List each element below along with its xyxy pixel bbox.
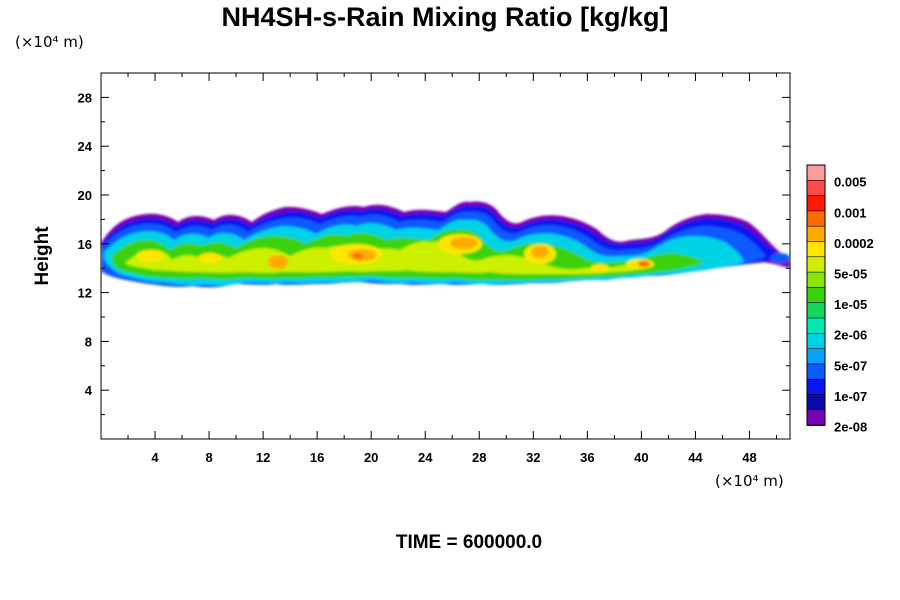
y-tick-label: 16 <box>78 237 92 252</box>
x-tick-label: 16 <box>310 450 324 465</box>
y-tick-label: 28 <box>78 90 92 105</box>
colorbar-label: 2e-08 <box>834 419 867 434</box>
x-tick-label: 40 <box>634 450 648 465</box>
colorbar-swatch <box>806 332 826 350</box>
time-label: TIME = 600000.0 <box>395 532 543 553</box>
colorbar-swatch <box>806 394 826 411</box>
x-tick-label: 24 <box>418 450 433 465</box>
colorbar-swatch <box>806 302 826 319</box>
core-f <box>353 253 363 259</box>
contour-5e-05 <box>126 241 652 274</box>
core-c <box>268 255 288 269</box>
colorbar-label: 0.005 <box>834 175 867 190</box>
colorbar-label: 5e-07 <box>834 358 867 373</box>
x-tick-label: 44 <box>688 450 703 465</box>
y-tick-label: 8 <box>85 334 92 349</box>
colorbar-swatch <box>806 256 826 273</box>
colorbar-swatch <box>806 210 826 227</box>
colorbar-label: 1e-05 <box>834 297 867 312</box>
core-h <box>450 237 478 249</box>
colorbar-swatch <box>806 409 826 426</box>
colorbar-swatch <box>806 180 826 197</box>
colorbar-swatch <box>806 241 826 258</box>
colorbar-label: 1e-07 <box>834 389 867 404</box>
x-tick-label: 20 <box>364 450 378 465</box>
x-tick-label: 4 <box>151 450 159 465</box>
y-tick-label: 4 <box>85 383 93 398</box>
colorbar-swatch <box>806 271 826 289</box>
colorbar-swatch <box>806 225 826 243</box>
colorbar-label: 0.001 <box>834 205 867 220</box>
x-tick-label: 36 <box>580 450 594 465</box>
edge-blob <box>770 253 790 263</box>
core-a <box>136 250 164 262</box>
colorbar-label: 0.0002 <box>834 236 874 251</box>
colorbar-swatch <box>806 195 826 212</box>
x-tick-label: 8 <box>205 450 212 465</box>
colorbar-swatch <box>806 287 826 304</box>
core-l <box>638 261 650 267</box>
colorbar-swatch <box>806 317 826 335</box>
y-tick-label: 20 <box>78 188 92 203</box>
colorbar-swatch <box>806 363 826 380</box>
colorbar-label: 2e-06 <box>834 328 867 343</box>
core-b <box>198 253 222 263</box>
core-j <box>531 246 549 258</box>
colorbar-swatch <box>806 164 826 182</box>
chart-title: NH4SH-s-Rain Mixing Ratio [kg/kg] <box>221 2 669 32</box>
y-tick-label: 12 <box>78 286 92 301</box>
colorbar: 0.005 0.001 0.0002 5e-05 1e-05 2e-06 5e-07 1e-0… <box>806 164 874 434</box>
x-tick-label: 48 <box>742 450 756 465</box>
colorbar-frame <box>806 164 826 426</box>
x-axis-unit: (×10⁴ m) <box>715 472 784 490</box>
x-tick-label: 28 <box>472 450 486 465</box>
colorbar-label: 5e-05 <box>834 266 867 281</box>
core-m <box>591 264 609 272</box>
y-axis-unit: (×10⁴ m) <box>15 33 84 51</box>
x-tick-label: 32 <box>526 450 540 465</box>
y-tick-label: 24 <box>78 139 93 154</box>
colorbar-swatch <box>806 348 826 365</box>
y-axis-label: Height <box>32 226 53 286</box>
contour-field <box>101 201 790 288</box>
colorbar-swatch <box>806 378 826 396</box>
x-tick-label: 12 <box>256 450 270 465</box>
